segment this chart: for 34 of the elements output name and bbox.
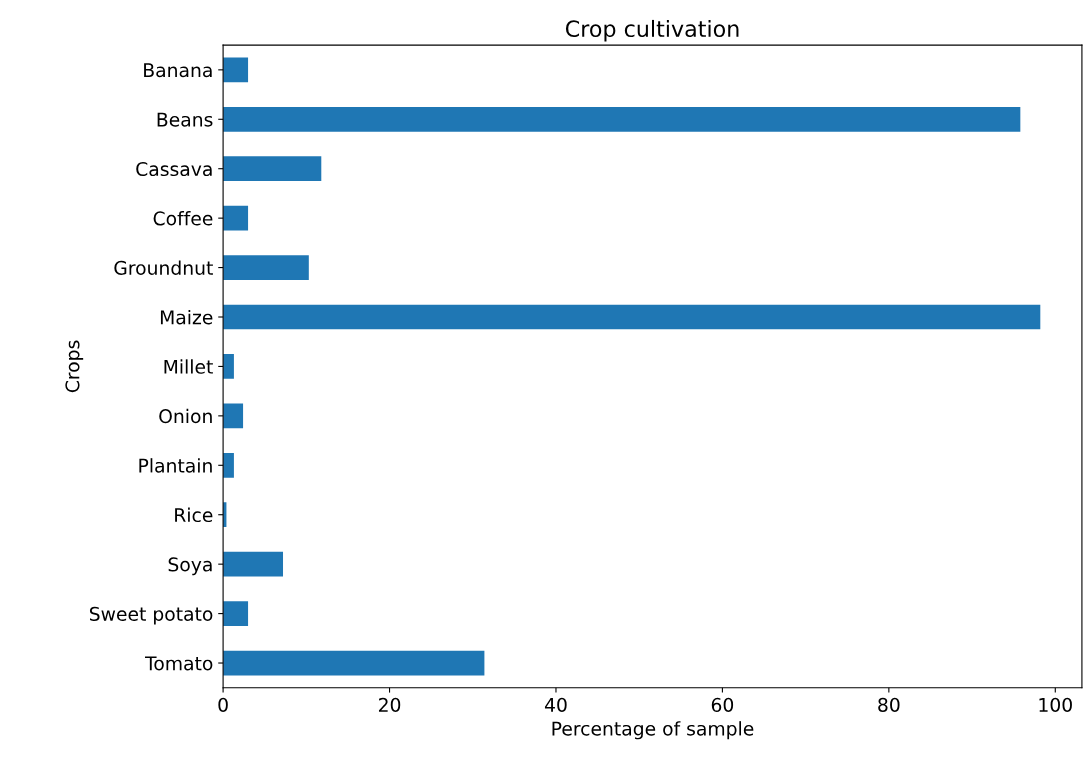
- bar: [223, 452, 234, 478]
- y-tick-label: Coffee: [153, 211, 213, 226]
- bar: [223, 601, 249, 626]
- bar: [223, 551, 284, 577]
- y-tick-label: Cassava: [136, 161, 212, 177]
- y-axis-title: Crops: [65, 340, 84, 393]
- x-tick-label: 60: [711, 697, 734, 712]
- bar: [223, 106, 1021, 132]
- x-tick-label: 20: [378, 697, 401, 712]
- y-tick-label: Rice: [175, 507, 213, 523]
- bar: [223, 255, 309, 280]
- y-tick-label: Soya: [168, 557, 212, 576]
- y-tick-label: Onion: [159, 408, 212, 424]
- chart-title: Crop cultivation: [565, 19, 739, 42]
- bar: [223, 354, 234, 379]
- y-tick-label: Maize: [160, 309, 213, 325]
- bar: [223, 205, 249, 231]
- y-tick-label: Millet: [164, 359, 213, 374]
- bar: [223, 650, 485, 676]
- x-tick-label: 100: [1039, 697, 1072, 712]
- bar: [223, 403, 244, 429]
- bar: [223, 57, 249, 83]
- y-tick-label: Groundnut: [114, 260, 213, 275]
- x-tick-label: 80: [878, 697, 900, 712]
- x-tick-label: 40: [544, 697, 567, 712]
- x-tick-label: 0: [218, 697, 228, 712]
- bar: [223, 304, 1041, 330]
- bar: [223, 156, 322, 182]
- y-tick-label: Beans: [157, 112, 213, 127]
- x-axis-title: Percentage of sample: [552, 721, 754, 740]
- y-tick-label: Banana: [144, 63, 212, 78]
- y-tick-label: Plantain: [139, 458, 212, 473]
- y-tick-label: Sweet potato: [89, 606, 213, 625]
- y-tick-label: Tomato: [145, 656, 213, 671]
